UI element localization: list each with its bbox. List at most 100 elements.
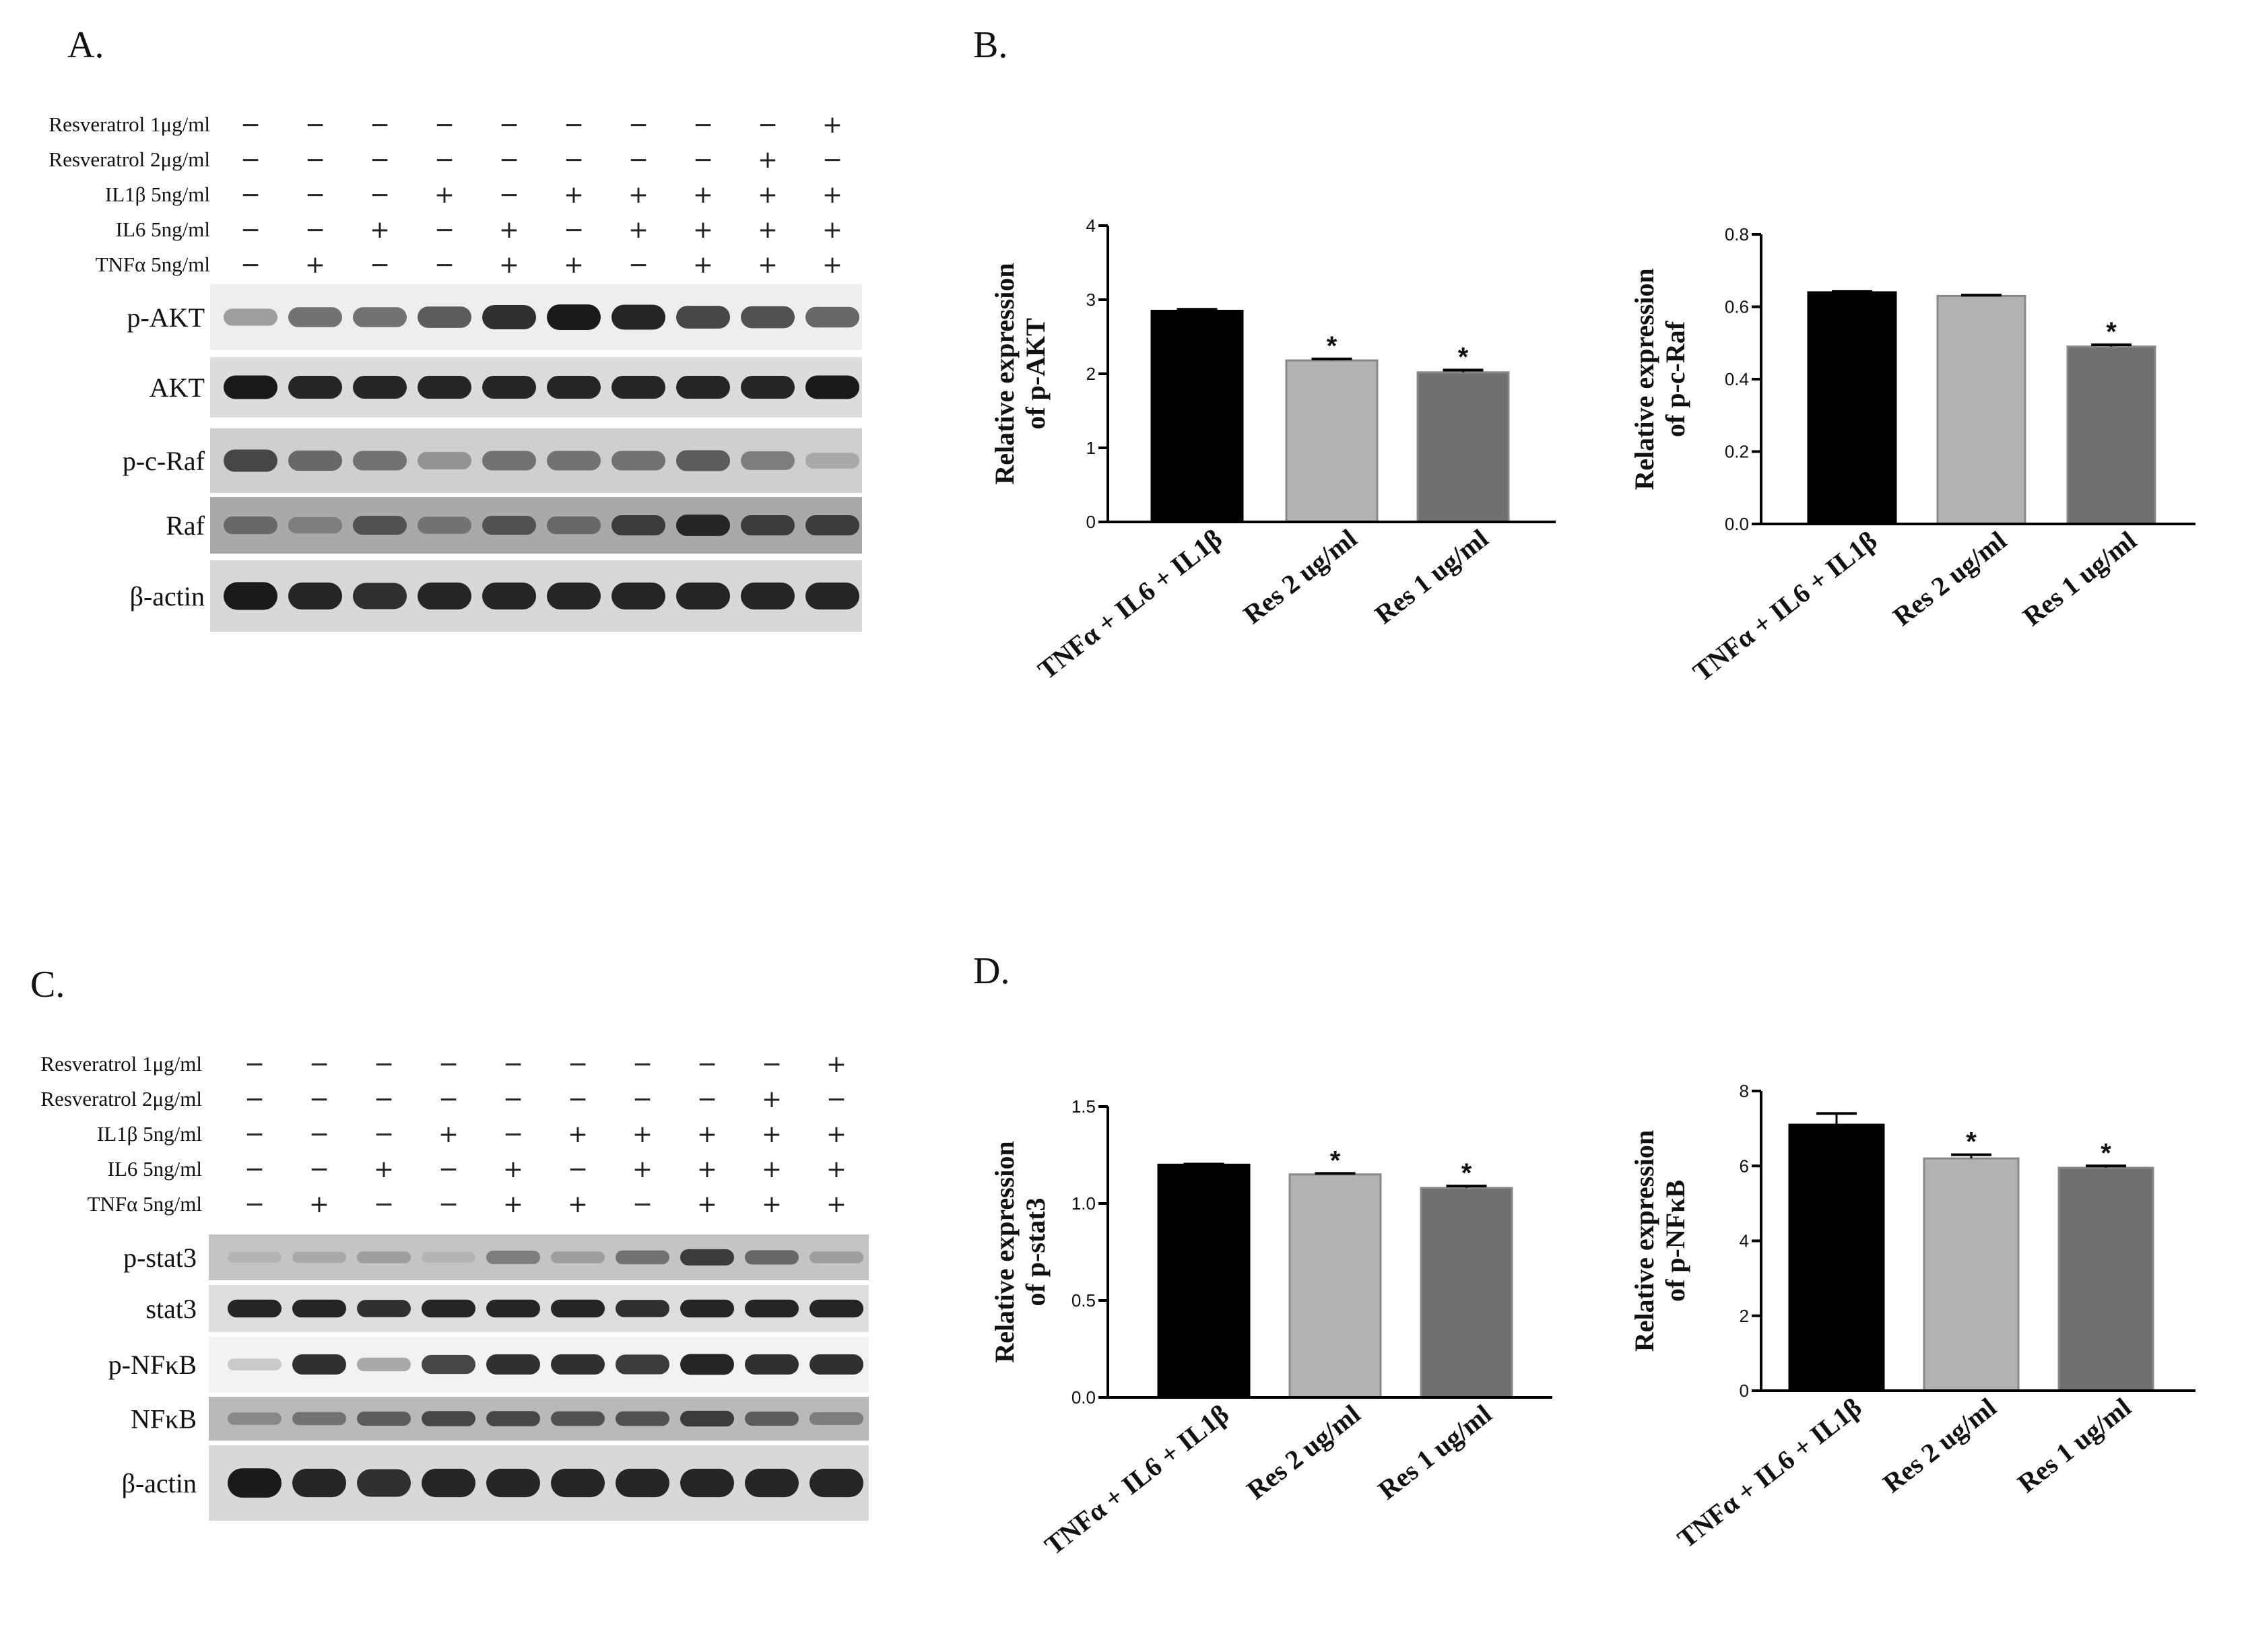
blot-band bbox=[810, 1468, 863, 1498]
blot-band bbox=[612, 375, 665, 399]
treatment-sign: − bbox=[697, 1051, 717, 1078]
blot-band bbox=[357, 1300, 411, 1317]
blot-band bbox=[224, 375, 277, 399]
blot-band bbox=[292, 1354, 346, 1375]
treatment-sign: − bbox=[822, 146, 843, 174]
treatment-label-il1-5ng-ml: IL1β 5ng/ml bbox=[97, 1122, 202, 1146]
bar-tnf-il6-il1 bbox=[1157, 1163, 1251, 1399]
blot-band bbox=[676, 450, 730, 471]
significance-marker: * bbox=[1458, 343, 1469, 372]
treatment-sign: + bbox=[822, 216, 843, 244]
blot-band bbox=[418, 517, 471, 534]
treatment-label-tnf-5ng-ml: TNFα 5ng/ml bbox=[88, 1192, 202, 1216]
treatment-sign: + bbox=[503, 1156, 523, 1183]
treatment-sign: + bbox=[822, 251, 843, 279]
blot-band bbox=[292, 1251, 346, 1263]
band-label-nf-b: NFκB bbox=[131, 1404, 197, 1434]
treatment-sign: − bbox=[826, 1086, 847, 1113]
bar-chart-4: * * 0 2 4 6 8 Relative expressionof p-NFκB TNFα … bbox=[1629, 1081, 2195, 1554]
blot-band bbox=[422, 1468, 475, 1498]
y-tick-label: 1.5 bbox=[1071, 1096, 1096, 1117]
x-category-label-res-2-ug-ml: Res 2 ug/ml bbox=[1241, 1399, 1366, 1506]
blot-band bbox=[418, 452, 471, 469]
treatment-sign: + bbox=[305, 251, 325, 279]
blot-band bbox=[482, 451, 536, 471]
blot-band bbox=[741, 451, 795, 470]
blot-band bbox=[680, 1468, 734, 1498]
blot-band bbox=[680, 1354, 734, 1375]
blot-band bbox=[422, 1411, 475, 1426]
blot-band bbox=[616, 1354, 669, 1375]
panel-label-a: A. bbox=[67, 24, 104, 66]
treatment-sign: + bbox=[758, 181, 778, 209]
blot-band bbox=[616, 1468, 669, 1498]
blot-band bbox=[353, 307, 407, 327]
treatment-sign: − bbox=[374, 1191, 394, 1218]
blot-band bbox=[357, 1357, 411, 1372]
y-tick-label: 6 bbox=[1740, 1156, 1749, 1176]
blot-band bbox=[551, 1354, 605, 1375]
y-tick-label: 4 bbox=[1086, 216, 1096, 236]
blot-band bbox=[612, 304, 665, 330]
blot-band bbox=[353, 375, 407, 399]
treatment-sign: + bbox=[628, 216, 649, 244]
treatment-sign: − bbox=[305, 181, 325, 209]
significance-marker: * bbox=[2106, 317, 2117, 347]
treatment-sign: − bbox=[309, 1086, 329, 1113]
treatment-sign: + bbox=[762, 1086, 782, 1113]
treatment-sign: − bbox=[374, 1086, 394, 1113]
band-label-stat3: stat3 bbox=[145, 1294, 197, 1324]
treatment-sign: + bbox=[758, 146, 778, 174]
treatment-sign: + bbox=[826, 1121, 847, 1148]
treatment-sign: + bbox=[693, 181, 713, 209]
treatment-sign: − bbox=[240, 111, 261, 139]
blot-band bbox=[547, 516, 601, 535]
blot-band bbox=[288, 307, 342, 327]
treatment-sign: − bbox=[374, 1051, 394, 1078]
y-axis-label-line: of p-NFκB bbox=[1660, 1180, 1690, 1302]
treatment-sign: + bbox=[438, 1121, 459, 1148]
blot-band bbox=[551, 1468, 605, 1498]
blot-band bbox=[547, 304, 601, 331]
x-category-label-tnf-il6-il1: TNFα + IL6 + IL1β bbox=[1687, 525, 1882, 688]
blot-band bbox=[288, 375, 342, 399]
treatment-sign: − bbox=[499, 181, 519, 209]
treatment-sign: − bbox=[697, 1086, 717, 1113]
treatment-sign: + bbox=[826, 1156, 847, 1183]
treatment-sign: − bbox=[568, 1156, 588, 1183]
treatment-sign: − bbox=[693, 146, 713, 174]
y-tick-label: 8 bbox=[1740, 1081, 1749, 1101]
blot-band bbox=[224, 582, 277, 610]
treatment-sign: − bbox=[240, 181, 261, 209]
y-axis-label-line: Relative expression bbox=[1629, 1130, 1659, 1352]
treatment-sign: + bbox=[826, 1051, 847, 1078]
x-category-label-res-1-ug-ml: Res 1 ug/ml bbox=[1369, 523, 1494, 630]
treatment-sign: + bbox=[822, 181, 843, 209]
treatment-sign: + bbox=[564, 251, 584, 279]
bar-res-2-ug-ml bbox=[1923, 1157, 2020, 1392]
y-tick-label: 0.0 bbox=[1725, 514, 1749, 534]
blot-band bbox=[422, 1252, 475, 1263]
band-label-actin: β-actin bbox=[122, 1468, 197, 1498]
blot-band bbox=[418, 306, 471, 328]
y-tick-label: 1 bbox=[1086, 438, 1096, 458]
x-category-label-tnf-il6-il1: TNFα + IL6 + IL1β bbox=[1039, 1399, 1234, 1561]
treatment-sign: − bbox=[632, 1051, 653, 1078]
band-label-p-stat3: p-stat3 bbox=[123, 1243, 197, 1273]
bar-res-1-ug-ml bbox=[1416, 371, 1510, 523]
treatment-sign: − bbox=[499, 146, 519, 174]
treatment-sign: − bbox=[628, 146, 649, 174]
blot-band bbox=[292, 1299, 346, 1318]
blot-band bbox=[551, 1411, 605, 1426]
treatment-sign: + bbox=[697, 1156, 717, 1183]
bar-res-2-ug-ml bbox=[1288, 1173, 1382, 1399]
treatment-label-il6-5ng-ml: IL6 5ng/ml bbox=[108, 1157, 202, 1181]
x-category-label-res-2-ug-ml: Res 2 ug/ml bbox=[1887, 525, 2012, 632]
treatment-sign: − bbox=[499, 111, 519, 139]
treatment-sign: − bbox=[374, 1121, 394, 1148]
treatment-sign: − bbox=[438, 1051, 459, 1078]
bar-tnf-il6-il1 bbox=[1150, 310, 1244, 523]
blot-band bbox=[357, 1251, 411, 1263]
blot-band bbox=[353, 583, 407, 609]
treatment-sign: + bbox=[568, 1121, 588, 1148]
